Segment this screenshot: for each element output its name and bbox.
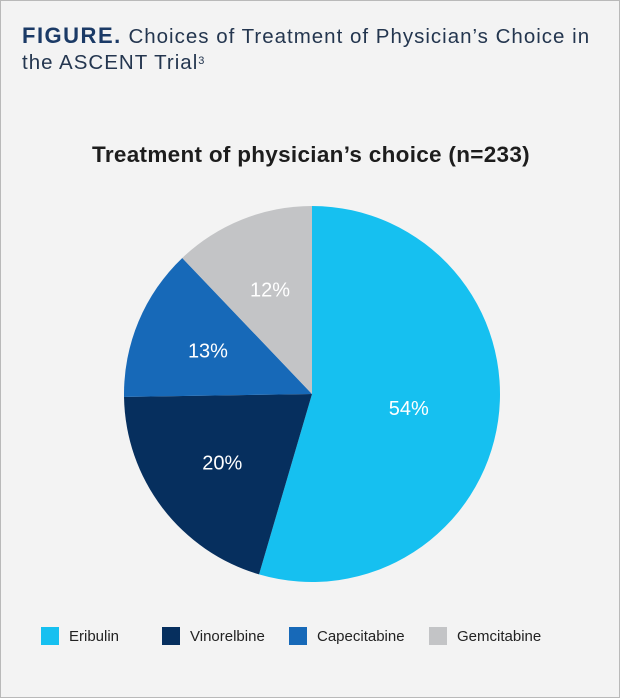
legend-swatch-eribulin bbox=[41, 627, 59, 645]
pie-slice-gemcitabine bbox=[182, 206, 312, 394]
legend-swatch-capecitabine bbox=[289, 627, 307, 645]
caption-reference: 3 bbox=[198, 55, 206, 67]
caption-text: Choices of Treatment of Physician’s Choi… bbox=[22, 25, 591, 74]
chart-title: Treatment of physician’s choice (n=233) bbox=[92, 142, 530, 167]
pie-label-gemcitabine: 12% bbox=[250, 279, 290, 301]
legend-label-gemcitabine: Gemcitabine bbox=[457, 627, 542, 645]
pie-slice-eribulin bbox=[259, 206, 500, 582]
chart-legend: Eribulin Vinorelbine Capecitabine Gemcitabi… bbox=[41, 624, 601, 648]
figure-label: FIGURE. bbox=[22, 23, 122, 48]
legend-item-vinorelbine: Vinorelbine bbox=[162, 624, 265, 648]
legend-swatch-vinorelbine bbox=[162, 627, 180, 645]
figure-caption: FIGURE. Choices of Treatment of Physicia… bbox=[22, 23, 602, 76]
legend-label-eribulin: Eribulin bbox=[69, 627, 120, 645]
legend-label-vinorelbine: Vinorelbine bbox=[190, 627, 265, 645]
legend-item-eribulin: Eribulin bbox=[41, 624, 119, 648]
legend-label-capecitabine: Capecitabine bbox=[317, 627, 405, 645]
legend-item-capecitabine: Capecitabine bbox=[289, 624, 405, 648]
legend-item-gemcitabine: Gemcitabine bbox=[429, 624, 541, 648]
pie-label-eribulin: 54% bbox=[389, 398, 429, 420]
legend-swatch-gemcitabine bbox=[429, 627, 447, 645]
pie-chart: 54% 20% 13% 12% bbox=[124, 206, 500, 582]
pie-slice-vinorelbine bbox=[124, 394, 312, 575]
pie-label-vinorelbine: 20% bbox=[202, 452, 242, 474]
pie-label-capecitabine: 13% bbox=[188, 340, 228, 362]
pie-slice-capecitabine bbox=[124, 257, 313, 397]
